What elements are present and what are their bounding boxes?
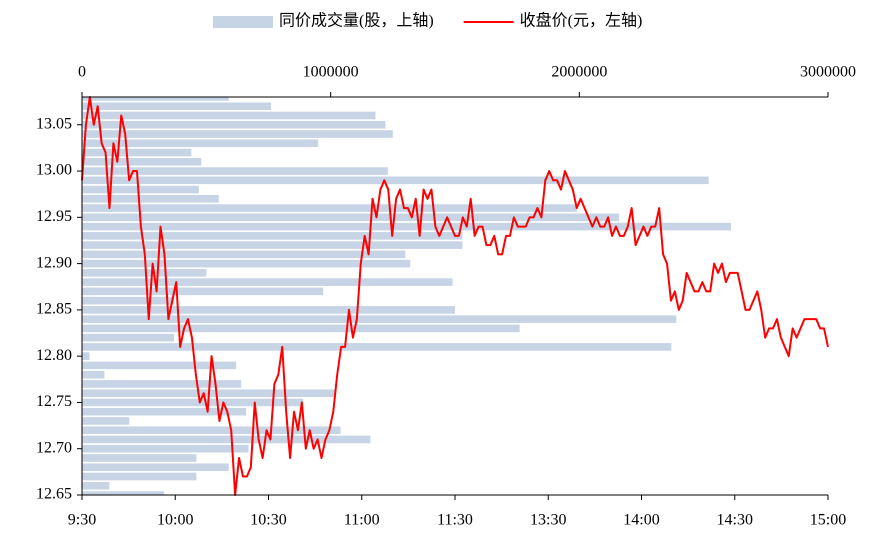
volume-bar [82,195,219,203]
volume-bar [82,435,371,444]
legend: 同价成交量(股，上轴) 收盘价(元，左轴) [213,11,642,30]
y-tick-label: 12.75 [36,393,72,410]
x-tick-label: 14:00 [623,512,659,529]
volume-bar [82,352,90,360]
volume-bar [82,417,130,425]
volume-bar [82,306,455,314]
volume-bar [82,398,304,407]
volume-bar [82,167,388,175]
axes: 12.65 12.70 12.75 12.80 12.85 12.90 12.95 13.00… [36,64,856,529]
x-tick-label: 9:30 [68,512,96,529]
volume-bar [82,370,105,379]
top-tick-label: 1000000 [303,64,359,81]
volume-bar [82,444,249,453]
volume-bar [82,481,110,490]
volume-bar [82,157,202,166]
volume-bar [82,454,197,462]
y-tick-label: 12.65 [36,486,72,503]
volume-bar [82,213,620,222]
top-tick-label: 0 [78,64,86,81]
legend-label: 收盘价(元，左轴) [520,11,643,30]
price-line-group [81,96,829,496]
volume-bar [82,333,175,342]
volume-bar [82,259,411,268]
volume-bar [82,232,463,240]
x-tick-label: 13:30 [530,512,566,529]
volume-bar [82,324,520,333]
volume-bar [82,148,192,157]
volume-bar [82,269,207,277]
volume-bar [82,380,242,388]
y-tick-label: 12.90 [36,254,72,271]
volume-bar [82,343,672,351]
top-tick-label: 2000000 [551,64,607,81]
volume-bar [82,491,165,495]
volume-bar [82,315,677,323]
volume-bar [82,472,197,481]
volume-bar [82,139,319,148]
x-tick-label: 10:00 [157,512,193,529]
x-tick-label: 14:30 [717,512,753,529]
x-tick-label: 15:00 [810,512,846,529]
volume-bar [82,426,341,435]
legend-swatch [213,16,273,28]
volume-bar [82,278,453,286]
price-line [81,96,829,496]
top-tick-label: 3000000 [800,64,856,81]
volume-bar [82,296,175,305]
y-tick-label: 13.00 [36,162,72,179]
volume-bar [82,185,199,194]
volume-bar [82,204,577,212]
volume-bar [82,176,709,185]
volume-bar [82,222,732,231]
volume-bar [82,361,237,370]
volume-bar [82,111,376,120]
volume-bars [82,97,732,495]
x-tick-label: 10:30 [250,512,286,529]
x-tick-label: 11:30 [437,512,473,529]
volume-bar [82,250,406,259]
volume-bar [82,241,463,249]
volume-bar [82,97,229,101]
volume-bar [82,287,324,296]
volume-bar [82,120,386,129]
volume-bar [82,463,229,472]
y-tick-label: 12.95 [36,208,72,225]
x-tick-label: 11:00 [344,512,380,529]
y-tick-label: 12.80 [36,347,72,364]
volume-bar [82,102,271,111]
y-tick-label: 13.05 [36,115,72,132]
volume-bar [82,407,247,416]
volume-bar [82,130,393,138]
y-tick-label: 12.85 [36,301,72,318]
legend-label: 同价成交量(股，上轴) [279,12,434,30]
y-tick-label: 12.70 [36,439,72,456]
